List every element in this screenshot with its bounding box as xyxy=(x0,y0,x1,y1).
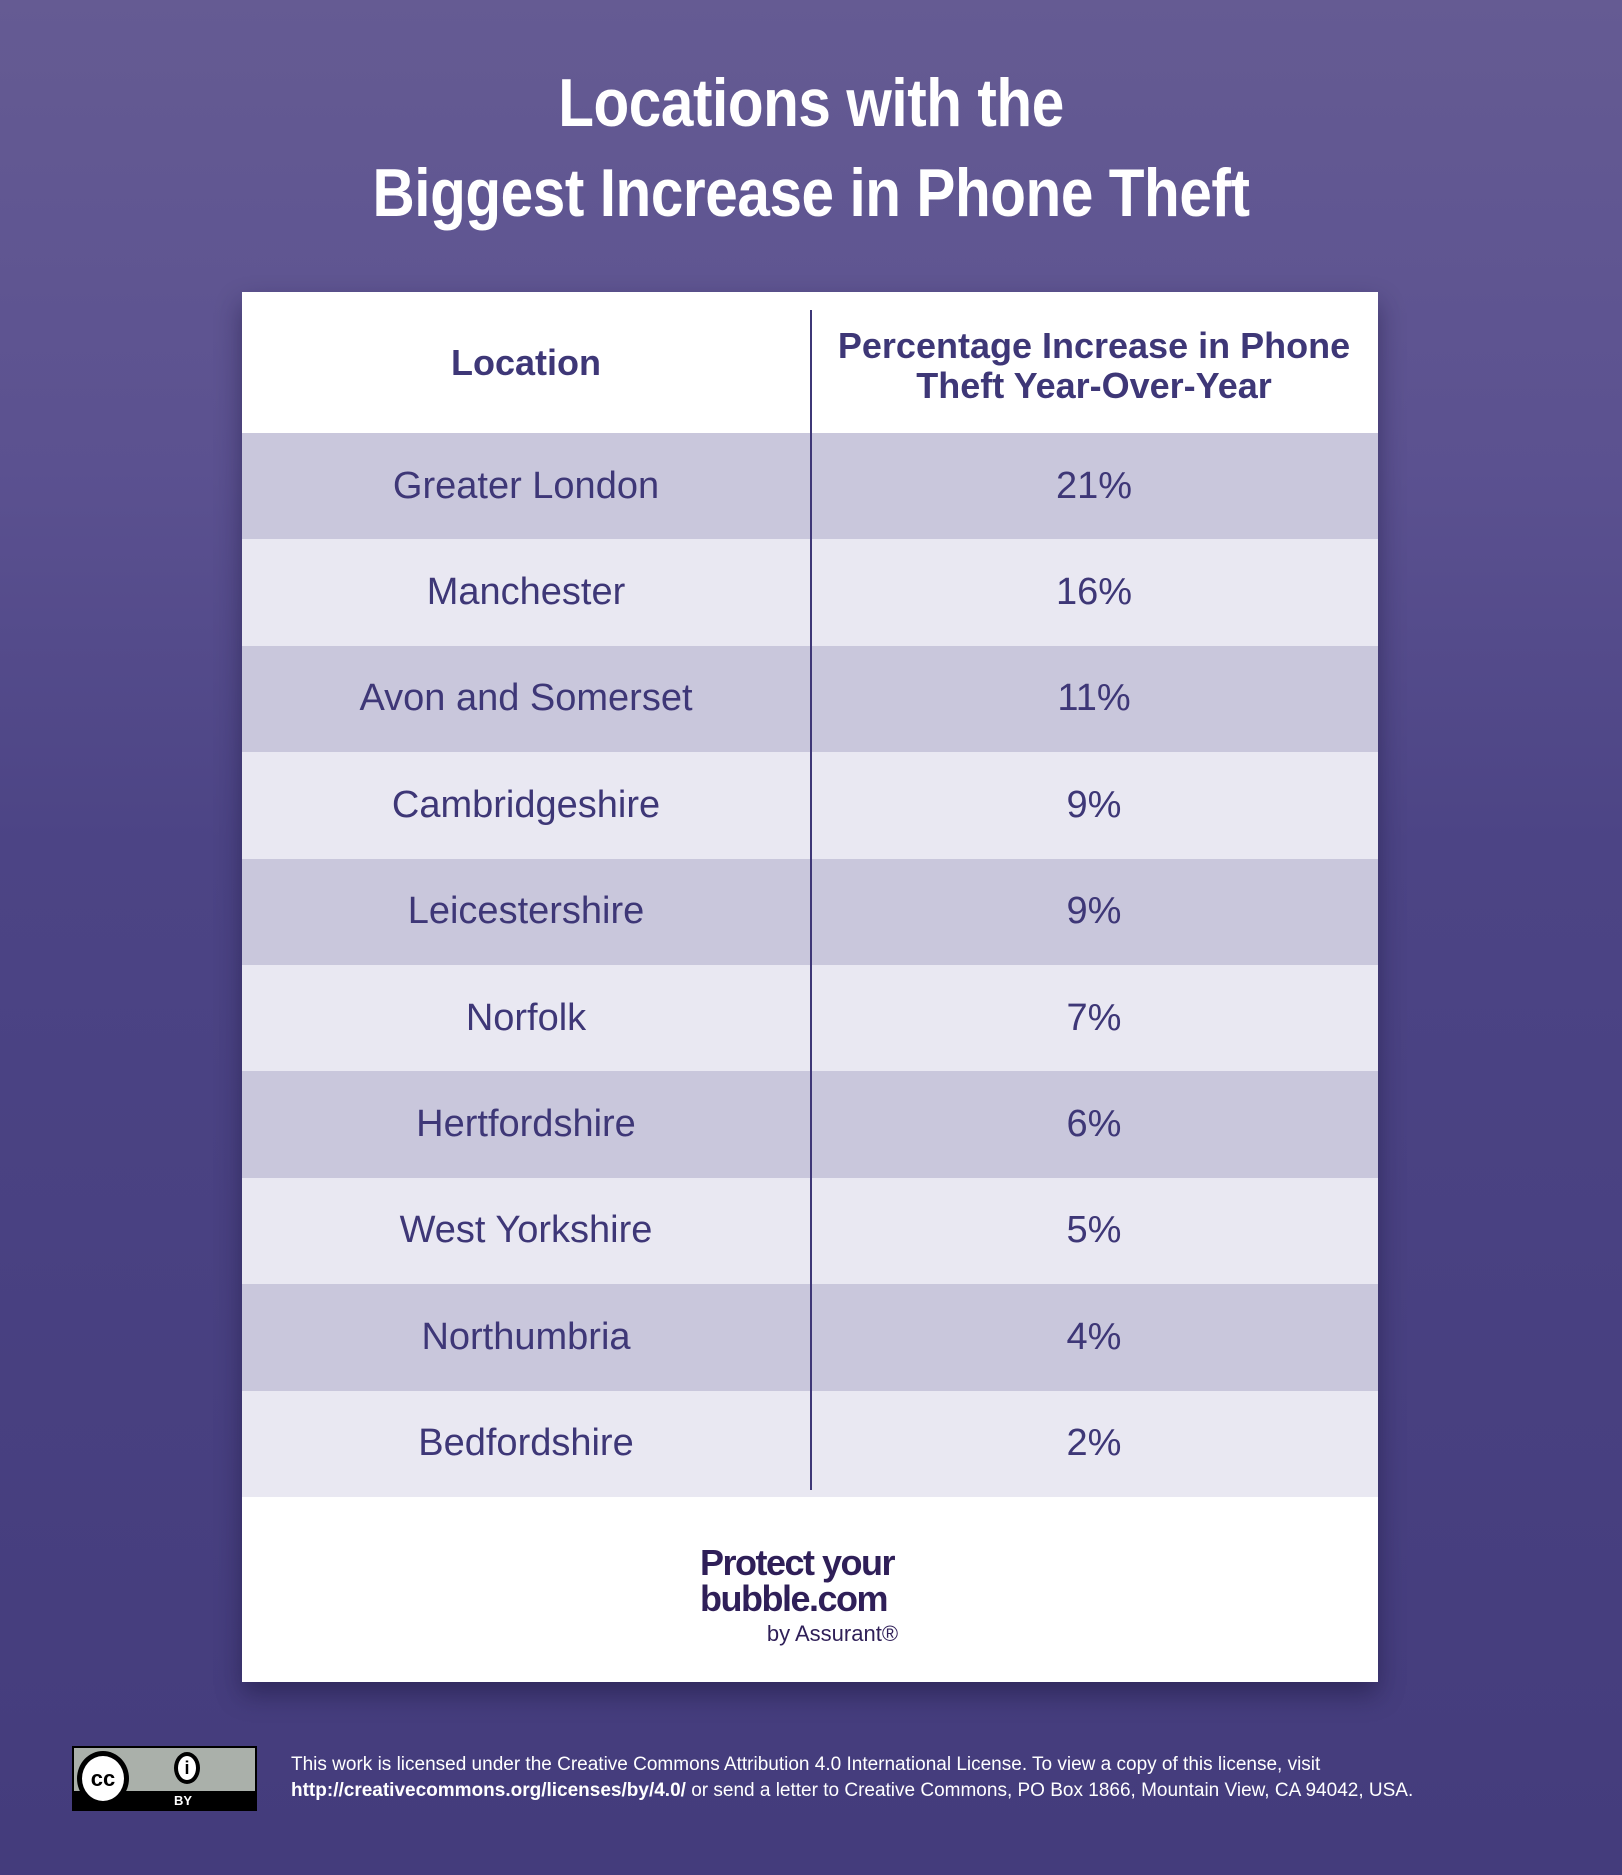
table-header: Location Percentage Increase in Phone Th… xyxy=(242,292,1378,433)
cc-by-badge[interactable]: cc i BY xyxy=(72,1746,257,1811)
location-cell: Leicestershire xyxy=(407,890,645,933)
increase-cell: 4% xyxy=(1066,1315,1122,1358)
attribution-person-icon: i xyxy=(174,1752,200,1784)
logo-line-3: by Assurant® xyxy=(766,1621,899,1646)
title-line-1: Locations with the xyxy=(558,65,1064,141)
title-line-2: Biggest Increase in Phone Theft xyxy=(372,155,1250,231)
cc-icon: cc xyxy=(77,1751,129,1806)
protectyourbubble-logo: Protect your bubble.com by Assurant® xyxy=(700,1542,898,1647)
location-cell: Manchester xyxy=(426,571,626,614)
increase-cell: 21% xyxy=(1055,464,1133,507)
increase-cell: 16% xyxy=(1055,571,1133,614)
license-link[interactable]: http://creativecommons.org/licenses/by/4… xyxy=(291,1780,686,1801)
license-text: This work is licensed under the Creative… xyxy=(291,1752,1413,1804)
location-cell: Greater London xyxy=(392,464,660,507)
location-cell: Northumbria xyxy=(421,1315,631,1358)
license-line-1: This work is licensed under the Creative… xyxy=(291,1754,1321,1775)
header-increase: Percentage Increase in Phone Theft Year-… xyxy=(837,324,1351,406)
location-cell: Bedfordshire xyxy=(418,1422,634,1465)
location-cell: Hertfordshire xyxy=(416,1103,636,1146)
column-divider xyxy=(810,310,812,1490)
header-location: Location xyxy=(451,341,601,383)
increase-cell: 2% xyxy=(1066,1422,1122,1465)
increase-cell: 5% xyxy=(1066,1209,1122,1252)
logo-line-1: Protect your xyxy=(700,1542,896,1583)
location-cell: West Yorkshire xyxy=(399,1209,653,1252)
by-label: BY xyxy=(174,1793,193,1808)
increase-cell: 6% xyxy=(1066,1103,1122,1146)
license-line-2: or send a letter to Creative Commons, PO… xyxy=(685,1780,1414,1801)
increase-cell: 11% xyxy=(1057,677,1131,720)
location-cell: Norfolk xyxy=(465,996,587,1039)
logo-line-2: bubble.com xyxy=(700,1578,889,1619)
table-card: Location Percentage Increase in Phone Th… xyxy=(242,292,1378,1682)
location-cell: Cambridgeshire xyxy=(391,783,661,826)
increase-cell: 7% xyxy=(1066,996,1122,1039)
location-cell: Avon and Somerset xyxy=(359,677,693,720)
increase-cell: 9% xyxy=(1066,890,1122,933)
increase-cell: 9% xyxy=(1066,783,1122,826)
page-title: Locations with the Biggest Increase in P… xyxy=(114,58,1509,238)
